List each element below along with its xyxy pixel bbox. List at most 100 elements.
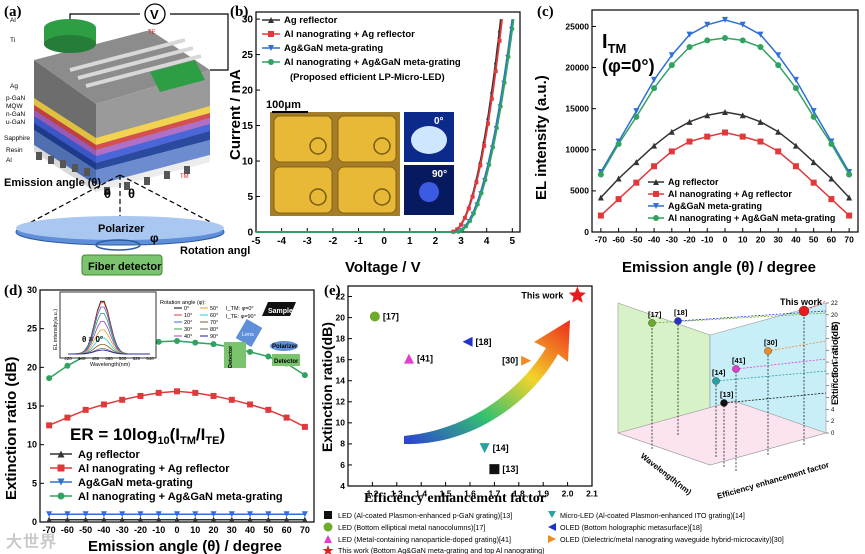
el-point	[633, 159, 640, 166]
x-tick-label: 60	[282, 525, 292, 535]
bar3d-point	[732, 365, 740, 373]
iv-marker	[487, 162, 492, 167]
bar3d-point	[720, 399, 728, 407]
bar3d-label: [41]	[732, 356, 746, 365]
el-point	[846, 171, 853, 178]
iv-marker	[475, 202, 480, 207]
el-point	[739, 112, 746, 119]
y-tick-label: 16	[336, 355, 346, 365]
bar3d-point	[712, 377, 720, 385]
iv-marker	[456, 229, 461, 234]
el-point	[615, 175, 622, 182]
layer-label: MQW	[6, 103, 23, 110]
z-tick-label: 8	[831, 384, 835, 390]
c-xlabel: Emission angle (θ) / degree	[622, 259, 816, 276]
layer-label: Ag	[10, 83, 18, 90]
iv-marker	[506, 54, 511, 59]
x-tick-label: 1.8	[513, 489, 525, 499]
y-tick-label: 8	[340, 439, 345, 449]
el-point	[615, 141, 622, 148]
z-tick-label: 10	[831, 372, 838, 378]
iv-chart: -5 -4 -3 -2 -1 0 1 2 3 4 5 0 5 10 15 20 25 30 100μm 0° 90…	[230, 11, 521, 276]
layer-label: Al	[10, 17, 16, 24]
legend-label: Ag&GaN meta-grating	[78, 477, 193, 489]
scatter-label: This work	[521, 290, 564, 300]
x-tick-label: -30	[666, 235, 679, 245]
er-point	[265, 353, 272, 360]
iv-marker	[497, 38, 502, 43]
er-point	[46, 511, 53, 518]
ref-this-work: This work (Bottom Ag&GaN meta-grating an…	[338, 546, 545, 554]
er-point	[119, 511, 126, 518]
inset-x-tick: 520	[133, 356, 141, 361]
inset-theta0: θ = 0°	[82, 335, 103, 344]
er-point	[247, 511, 254, 518]
el-point	[846, 212, 853, 219]
x-tick-label: 60	[827, 235, 837, 245]
legend-marker	[653, 191, 659, 197]
er-point	[155, 338, 162, 345]
legend-label: Ag reflector	[284, 15, 338, 26]
legend-marker	[653, 215, 659, 221]
legend-label: Al nanograting + Ag reflector	[284, 29, 415, 40]
el-point	[722, 108, 728, 115]
el-point	[739, 21, 746, 28]
er-point	[46, 375, 53, 382]
inset-angle-0: 0°	[434, 116, 444, 127]
er-point	[247, 401, 254, 408]
bar3d-label: This work	[780, 297, 823, 307]
el-point	[775, 128, 782, 135]
x-tick-label: -40	[648, 235, 661, 245]
inset-legend-label: 70°	[210, 320, 218, 326]
d-inset	[59, 291, 157, 359]
x-tick-label: -20	[683, 235, 696, 245]
el-point	[739, 37, 746, 44]
scatter-point	[521, 355, 532, 366]
iv-marker	[474, 180, 479, 185]
scatter-point	[489, 464, 500, 475]
inset-polarizer: Polarizer	[272, 344, 298, 350]
scatter-point	[404, 353, 414, 364]
watermark: 大世界	[6, 534, 58, 551]
y-tick-label: 25000	[565, 21, 589, 31]
inset-ylabel: EL intensity(a.u.)	[53, 309, 59, 350]
emission-label: Emission angle (θ)	[4, 177, 101, 189]
legend-label: Al nanograting + Ag&GaN meta-grating	[78, 491, 283, 503]
x-tick-label: 2	[433, 236, 439, 247]
iv-marker	[468, 218, 473, 223]
el-point	[615, 196, 622, 203]
er-point	[228, 396, 235, 403]
legend-marker	[653, 203, 659, 209]
legend-marker	[268, 17, 274, 23]
er-point	[210, 392, 217, 399]
device-schematic: V Al Ti Ag p-GaN MQW n-GaN u-GaN Sapphir…	[4, 3, 250, 276]
layer-label: p-GaN	[6, 95, 25, 102]
y-tick-label: 0	[247, 227, 253, 238]
bar3d-point	[648, 319, 656, 327]
x-tick-label: 70	[300, 525, 310, 535]
el-point	[775, 52, 782, 59]
inset-sample: Sample	[268, 308, 293, 315]
el-point	[651, 85, 658, 92]
scatter-point	[568, 286, 586, 303]
er-formula: ER = 10log10(ITM/ITE)	[70, 425, 225, 447]
x-tick-label: 20	[209, 525, 219, 535]
x-tick-label: -3	[303, 236, 312, 247]
el-point	[739, 133, 746, 140]
el-point	[722, 34, 728, 41]
y-tick-label: 5	[32, 478, 37, 488]
x-tick-label: 10	[190, 525, 200, 535]
scatter-label: [14]	[493, 443, 509, 453]
el-point	[792, 76, 799, 83]
theta-right: θ	[128, 186, 135, 201]
y-tick-label: 15	[27, 401, 37, 411]
er-point	[283, 511, 290, 518]
el-point	[597, 171, 604, 178]
inset-legend-label: 50°	[210, 306, 218, 312]
er-point	[283, 516, 290, 523]
el-intensity-chart: -70 -60 -50 -40 -30 -20 -10 0 10 20 30 40 50 60 70 0 500…	[533, 9, 859, 276]
x-tick-label: 30	[227, 525, 237, 535]
el-line	[600, 19, 850, 173]
x-tick-label: -4	[277, 236, 286, 247]
panel-label-c: (c)	[537, 4, 554, 20]
